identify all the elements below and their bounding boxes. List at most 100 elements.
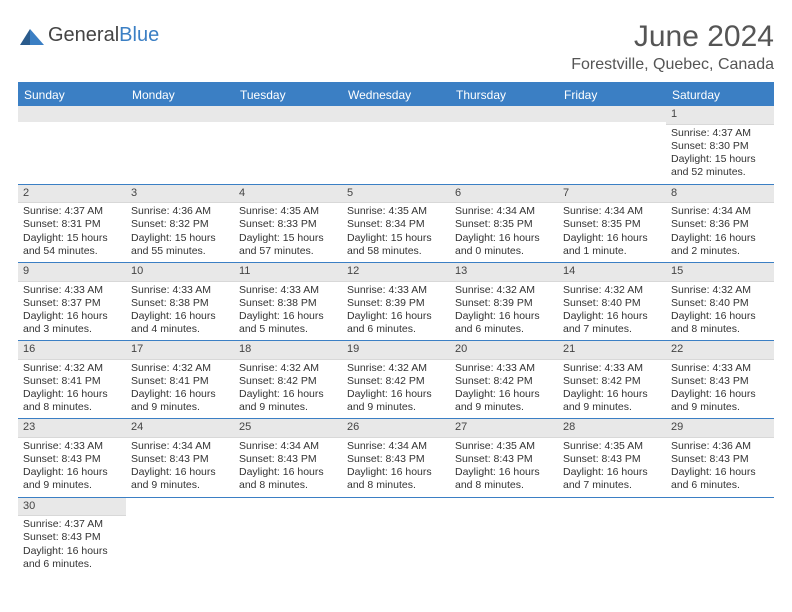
- day-header: Tuesday: [234, 83, 342, 106]
- day-content: Sunrise: 4:32 AMSunset: 8:40 PMDaylight:…: [558, 282, 666, 341]
- sunrise-line: Sunrise: 4:33 AM: [131, 284, 229, 297]
- day-content: Sunrise: 4:32 AMSunset: 8:41 PMDaylight:…: [126, 360, 234, 419]
- day-content: Sunrise: 4:32 AMSunset: 8:42 PMDaylight:…: [234, 360, 342, 419]
- sunset-line: Sunset: 8:43 PM: [671, 375, 769, 388]
- day-cell: 25Sunrise: 4:34 AMSunset: 8:43 PMDayligh…: [234, 419, 342, 497]
- day-cell: 20Sunrise: 4:33 AMSunset: 8:42 PMDayligh…: [450, 341, 558, 419]
- daylight-line: Daylight: 15 hours and 52 minutes.: [671, 153, 769, 179]
- day-content: Sunrise: 4:33 AMSunset: 8:38 PMDaylight:…: [234, 282, 342, 341]
- day-content: Sunrise: 4:35 AMSunset: 8:43 PMDaylight:…: [450, 438, 558, 497]
- day-content: Sunrise: 4:33 AMSunset: 8:42 PMDaylight:…: [558, 360, 666, 419]
- day-number: 21: [558, 341, 666, 360]
- day-cell: [558, 497, 666, 575]
- day-cell: 3Sunrise: 4:36 AMSunset: 8:32 PMDaylight…: [126, 184, 234, 262]
- day-cell: 24Sunrise: 4:34 AMSunset: 8:43 PMDayligh…: [126, 419, 234, 497]
- sunset-line: Sunset: 8:43 PM: [347, 453, 445, 466]
- sunset-line: Sunset: 8:38 PM: [131, 297, 229, 310]
- sunset-line: Sunset: 8:41 PM: [23, 375, 121, 388]
- empty-spacer: [558, 106, 666, 122]
- day-cell: 22Sunrise: 4:33 AMSunset: 8:43 PMDayligh…: [666, 341, 774, 419]
- sunset-line: Sunset: 8:43 PM: [455, 453, 553, 466]
- daylight-line: Daylight: 15 hours and 54 minutes.: [23, 232, 121, 258]
- day-cell: [126, 106, 234, 184]
- daylight-line: Daylight: 16 hours and 8 minutes.: [23, 388, 121, 414]
- day-number: 30: [18, 498, 126, 517]
- day-content: Sunrise: 4:32 AMSunset: 8:40 PMDaylight:…: [666, 282, 774, 341]
- daylight-line: Daylight: 16 hours and 3 minutes.: [23, 310, 121, 336]
- sunset-line: Sunset: 8:34 PM: [347, 218, 445, 231]
- day-number: 23: [18, 419, 126, 438]
- sunset-line: Sunset: 8:43 PM: [23, 531, 121, 544]
- day-cell: [666, 497, 774, 575]
- sunset-line: Sunset: 8:37 PM: [23, 297, 121, 310]
- day-content: Sunrise: 4:33 AMSunset: 8:42 PMDaylight:…: [450, 360, 558, 419]
- day-content: Sunrise: 4:32 AMSunset: 8:41 PMDaylight:…: [18, 360, 126, 419]
- day-cell: 18Sunrise: 4:32 AMSunset: 8:42 PMDayligh…: [234, 341, 342, 419]
- sunset-line: Sunset: 8:43 PM: [239, 453, 337, 466]
- day-header: Wednesday: [342, 83, 450, 106]
- day-cell: 2Sunrise: 4:37 AMSunset: 8:31 PMDaylight…: [18, 184, 126, 262]
- day-cell: 5Sunrise: 4:35 AMSunset: 8:34 PMDaylight…: [342, 184, 450, 262]
- day-header: Friday: [558, 83, 666, 106]
- daylight-line: Daylight: 15 hours and 57 minutes.: [239, 232, 337, 258]
- sunset-line: Sunset: 8:43 PM: [671, 453, 769, 466]
- sunrise-line: Sunrise: 4:37 AM: [23, 518, 121, 531]
- day-number: 18: [234, 341, 342, 360]
- sunrise-line: Sunrise: 4:33 AM: [23, 284, 121, 297]
- sunset-line: Sunset: 8:39 PM: [455, 297, 553, 310]
- day-cell: 27Sunrise: 4:35 AMSunset: 8:43 PMDayligh…: [450, 419, 558, 497]
- day-header: Sunday: [18, 83, 126, 106]
- day-number: 15: [666, 263, 774, 282]
- sunset-line: Sunset: 8:32 PM: [131, 218, 229, 231]
- day-cell: 28Sunrise: 4:35 AMSunset: 8:43 PMDayligh…: [558, 419, 666, 497]
- day-cell: 15Sunrise: 4:32 AMSunset: 8:40 PMDayligh…: [666, 262, 774, 340]
- empty-spacer: [342, 106, 450, 122]
- sunset-line: Sunset: 8:43 PM: [563, 453, 661, 466]
- daylight-line: Daylight: 16 hours and 8 minutes.: [239, 466, 337, 492]
- sunset-line: Sunset: 8:31 PM: [23, 218, 121, 231]
- sunrise-line: Sunrise: 4:34 AM: [347, 440, 445, 453]
- daylight-line: Daylight: 16 hours and 6 minutes.: [347, 310, 445, 336]
- day-number: 4: [234, 185, 342, 204]
- day-number: 5: [342, 185, 450, 204]
- calendar: SundayMondayTuesdayWednesdayThursdayFrid…: [18, 82, 774, 575]
- day-number: 13: [450, 263, 558, 282]
- day-cell: 10Sunrise: 4:33 AMSunset: 8:38 PMDayligh…: [126, 262, 234, 340]
- day-cell: 29Sunrise: 4:36 AMSunset: 8:43 PMDayligh…: [666, 419, 774, 497]
- day-number: 16: [18, 341, 126, 360]
- sunrise-line: Sunrise: 4:33 AM: [455, 362, 553, 375]
- sunset-line: Sunset: 8:41 PM: [131, 375, 229, 388]
- day-content: Sunrise: 4:34 AMSunset: 8:36 PMDaylight:…: [666, 203, 774, 262]
- daylight-line: Daylight: 16 hours and 6 minutes.: [455, 310, 553, 336]
- sunset-line: Sunset: 8:35 PM: [455, 218, 553, 231]
- sunset-line: Sunset: 8:39 PM: [347, 297, 445, 310]
- day-cell: 6Sunrise: 4:34 AMSunset: 8:35 PMDaylight…: [450, 184, 558, 262]
- daylight-line: Daylight: 15 hours and 55 minutes.: [131, 232, 229, 258]
- day-cell: 26Sunrise: 4:34 AMSunset: 8:43 PMDayligh…: [342, 419, 450, 497]
- day-content: Sunrise: 4:35 AMSunset: 8:34 PMDaylight:…: [342, 203, 450, 262]
- day-cell: 17Sunrise: 4:32 AMSunset: 8:41 PMDayligh…: [126, 341, 234, 419]
- sunrise-line: Sunrise: 4:37 AM: [671, 127, 769, 140]
- day-content: Sunrise: 4:36 AMSunset: 8:43 PMDaylight:…: [666, 438, 774, 497]
- daylight-line: Daylight: 16 hours and 0 minutes.: [455, 232, 553, 258]
- sunrise-line: Sunrise: 4:34 AM: [671, 205, 769, 218]
- day-number: 27: [450, 419, 558, 438]
- daylight-line: Daylight: 16 hours and 2 minutes.: [671, 232, 769, 258]
- day-number: 25: [234, 419, 342, 438]
- sunset-line: Sunset: 8:40 PM: [563, 297, 661, 310]
- day-cell: 1Sunrise: 4:37 AMSunset: 8:30 PMDaylight…: [666, 106, 774, 184]
- week-row: 9Sunrise: 4:33 AMSunset: 8:37 PMDaylight…: [18, 262, 774, 340]
- sunset-line: Sunset: 8:43 PM: [23, 453, 121, 466]
- day-number: 1: [666, 106, 774, 125]
- daylight-line: Daylight: 16 hours and 7 minutes.: [563, 466, 661, 492]
- daylight-line: Daylight: 16 hours and 9 minutes.: [455, 388, 553, 414]
- sunrise-line: Sunrise: 4:33 AM: [23, 440, 121, 453]
- daylight-line: Daylight: 16 hours and 8 minutes.: [671, 310, 769, 336]
- day-number: 10: [126, 263, 234, 282]
- logo-text-2: Blue: [119, 24, 159, 46]
- sunrise-line: Sunrise: 4:33 AM: [239, 284, 337, 297]
- sunset-line: Sunset: 8:35 PM: [563, 218, 661, 231]
- day-content: Sunrise: 4:33 AMSunset: 8:38 PMDaylight:…: [126, 282, 234, 341]
- sunrise-line: Sunrise: 4:36 AM: [131, 205, 229, 218]
- daylight-line: Daylight: 16 hours and 6 minutes.: [23, 545, 121, 571]
